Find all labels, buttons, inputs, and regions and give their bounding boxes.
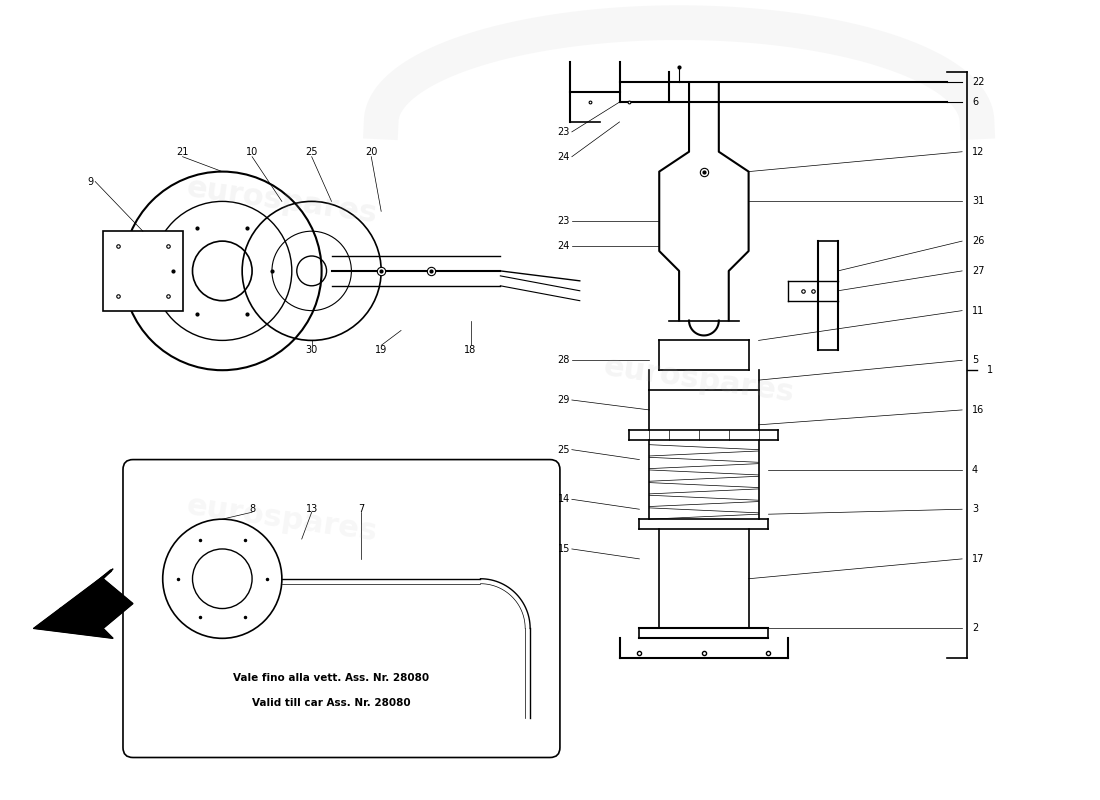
Text: 15: 15 bbox=[558, 544, 570, 554]
Text: 11: 11 bbox=[972, 306, 984, 316]
Text: 29: 29 bbox=[558, 395, 570, 405]
Text: 25: 25 bbox=[558, 445, 570, 454]
Text: 23: 23 bbox=[558, 127, 570, 137]
Text: 7: 7 bbox=[359, 504, 364, 514]
FancyBboxPatch shape bbox=[123, 459, 560, 758]
Text: 3: 3 bbox=[972, 504, 978, 514]
Text: 28: 28 bbox=[558, 355, 570, 366]
Text: 21: 21 bbox=[176, 146, 189, 157]
Text: 30: 30 bbox=[306, 346, 318, 355]
Text: 9: 9 bbox=[87, 177, 94, 186]
Text: 24: 24 bbox=[558, 152, 570, 162]
Text: 16: 16 bbox=[972, 405, 984, 415]
Text: 10: 10 bbox=[246, 146, 258, 157]
Text: eurospares: eurospares bbox=[185, 491, 380, 547]
Text: 4: 4 bbox=[972, 465, 978, 474]
Text: 20: 20 bbox=[365, 146, 377, 157]
Text: 12: 12 bbox=[972, 146, 984, 157]
Text: Vale fino alla vett. Ass. Nr. 28080: Vale fino alla vett. Ass. Nr. 28080 bbox=[233, 673, 430, 683]
Text: eurospares: eurospares bbox=[185, 174, 380, 229]
Text: 24: 24 bbox=[558, 241, 570, 251]
Polygon shape bbox=[34, 569, 133, 638]
FancyBboxPatch shape bbox=[103, 231, 183, 310]
Text: 5: 5 bbox=[972, 355, 978, 366]
Text: 8: 8 bbox=[249, 504, 255, 514]
Text: 1: 1 bbox=[987, 366, 993, 375]
Text: 13: 13 bbox=[306, 504, 318, 514]
Text: 17: 17 bbox=[972, 554, 984, 564]
Text: 14: 14 bbox=[558, 494, 570, 504]
Text: 31: 31 bbox=[972, 196, 984, 206]
Text: 22: 22 bbox=[972, 78, 984, 87]
Text: 2: 2 bbox=[972, 623, 978, 634]
Text: 26: 26 bbox=[972, 236, 984, 246]
Text: 18: 18 bbox=[464, 346, 476, 355]
Text: 25: 25 bbox=[306, 146, 318, 157]
Text: 27: 27 bbox=[972, 266, 984, 276]
Text: eurospares: eurospares bbox=[602, 352, 796, 408]
Text: 6: 6 bbox=[972, 97, 978, 107]
Text: 23: 23 bbox=[558, 216, 570, 226]
Text: Valid till car Ass. Nr. 28080: Valid till car Ass. Nr. 28080 bbox=[252, 698, 410, 708]
Text: 19: 19 bbox=[375, 346, 387, 355]
